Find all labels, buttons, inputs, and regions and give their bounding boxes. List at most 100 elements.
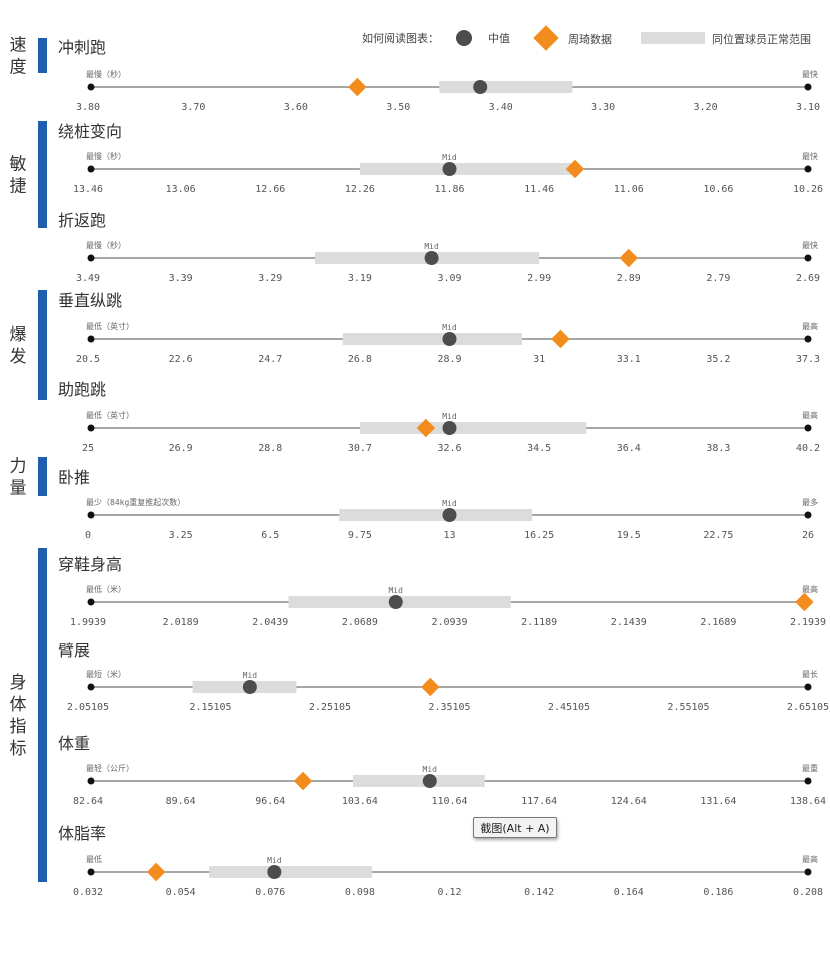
player-marker [348, 77, 367, 97]
tick-label: 2.1689 [700, 617, 736, 628]
tick-label: 3.70 [181, 102, 205, 113]
metric-title: 折返跑 [58, 211, 106, 230]
tick-label: 138.64 [790, 796, 826, 807]
tick-label: 28.8 [258, 443, 282, 454]
median-label: Mid [442, 153, 457, 162]
category-label-char: 身 [10, 673, 27, 693]
axis-end-dot [804, 777, 812, 785]
player-marker [146, 862, 166, 882]
player-marker [416, 418, 436, 438]
screenshot-tooltip: 截图(Alt + A) [473, 817, 557, 838]
axis-end-dot [804, 683, 812, 691]
category-label-char: 体 [10, 695, 27, 715]
tick-label: 3.25 [169, 530, 193, 541]
axis-end-dot [804, 335, 812, 343]
tick-label: 10.66 [703, 184, 733, 195]
median-marker [473, 80, 488, 94]
metric-title: 助跑跳 [58, 380, 106, 399]
tick-label: 3.49 [76, 273, 100, 284]
tick-label: 34.5 [527, 443, 551, 454]
axis-min-label: 最轻（公斤） [86, 763, 134, 773]
tick-label: 9.75 [348, 530, 372, 541]
axis-start-dot [87, 777, 95, 785]
tick-label: 3.20 [694, 102, 718, 113]
tick-label: 3.09 [437, 273, 461, 284]
tick-label: 2.69 [796, 273, 820, 284]
median-label: Mid [423, 765, 438, 774]
legend-median-icon [456, 30, 472, 46]
legend-player-icon [533, 25, 559, 51]
tick-label: 2.89 [617, 273, 641, 284]
median-label: Mid [442, 323, 457, 332]
axis-max-label: 最多 [802, 497, 818, 507]
axis-max-label: 最快 [802, 240, 818, 250]
legend-range-icon [641, 32, 705, 44]
tick-label: 33.1 [617, 354, 641, 365]
axis-max-label: 最高 [802, 321, 818, 331]
axis-end-dot [804, 83, 812, 91]
category-label-char: 量 [10, 479, 27, 499]
median-label: Mid [243, 671, 258, 680]
axis-min-label: 最慢（秒） [86, 240, 126, 250]
axis-end-dot [804, 424, 812, 432]
axis-start-dot [87, 424, 95, 432]
axis-min-label: 最低 [86, 854, 102, 864]
tick-label: 0.032 [73, 887, 103, 898]
tick-label: 89.64 [166, 796, 196, 807]
axis-max-label: 最快 [802, 151, 818, 161]
tick-label: 2.45105 [548, 702, 590, 713]
metric-title: 臂展 [58, 641, 90, 660]
category-label-char: 度 [10, 58, 27, 78]
axis-min-label: 最慢（秒） [86, 69, 126, 79]
tick-label: 2.0439 [252, 617, 288, 628]
tick-label: 2.79 [706, 273, 730, 284]
tick-label: 110.64 [431, 796, 467, 807]
normal-range-band [342, 333, 523, 345]
tick-label: 3.19 [348, 273, 372, 284]
axis-start-dot [87, 511, 95, 519]
tick-label: 2.0189 [163, 617, 199, 628]
tick-label: 2.1939 [790, 617, 826, 628]
player-marker [795, 592, 814, 612]
tick-label: 3.10 [796, 102, 820, 113]
tick-label: 31 [533, 354, 545, 365]
axis-max-label: 最长 [802, 669, 818, 679]
metric-title: 绕桩变向 [58, 122, 122, 141]
player-marker [619, 248, 638, 268]
tick-label: 28.9 [437, 354, 461, 365]
tick-label: 35.2 [706, 354, 730, 365]
tick-label: 16.25 [524, 530, 554, 541]
tick-label: 20.5 [76, 354, 100, 365]
tick-label: 26 [802, 530, 814, 541]
axis-start-dot [87, 254, 95, 262]
tick-label: 3.39 [169, 273, 193, 284]
tick-label: 0.076 [255, 887, 285, 898]
normal-range-band [352, 775, 485, 787]
tick-label: 13.46 [73, 184, 103, 195]
axis-end-dot [804, 511, 812, 519]
tick-label: 2.1189 [521, 617, 557, 628]
tick-label: 0.186 [703, 887, 733, 898]
tick-label: 3.40 [489, 102, 513, 113]
normal-range-band [359, 422, 587, 434]
player-marker [565, 159, 585, 179]
tick-label: 0 [85, 530, 91, 541]
tick-label: 26.9 [169, 443, 193, 454]
legend-title: 如何阅读图表： [362, 31, 439, 45]
axis-start-dot [87, 598, 95, 606]
metric-title: 垂直纵跳 [58, 291, 122, 310]
category-label-char: 爆 [10, 325, 27, 345]
tick-label: 131.64 [700, 796, 736, 807]
tick-label: 32.6 [437, 443, 461, 454]
median-marker [422, 774, 437, 788]
axis-max-label: 最重 [802, 763, 818, 773]
tick-label: 2.35105 [428, 702, 470, 713]
axis-end-dot [804, 254, 812, 262]
axis-max-label: 最高 [802, 584, 818, 594]
